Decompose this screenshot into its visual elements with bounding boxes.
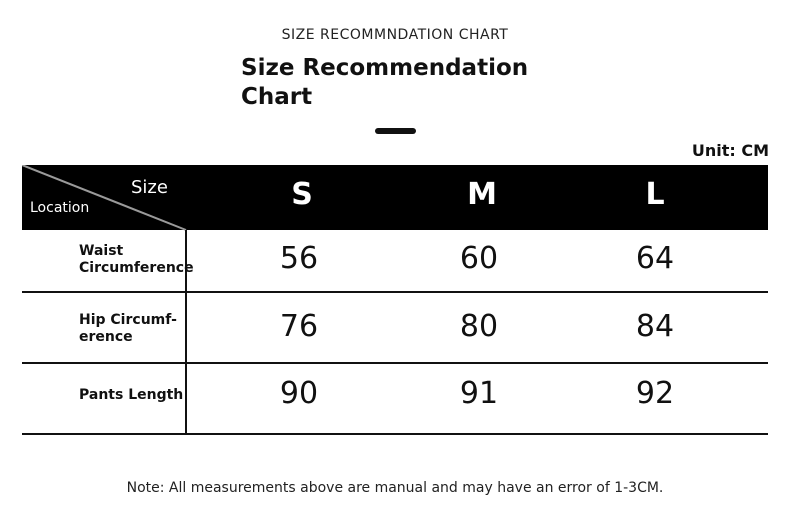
cell: 84 — [635, 309, 675, 344]
title-line: Chart — [241, 84, 313, 110]
row-label-line: Circumference — [79, 260, 194, 276]
column-header: L — [645, 177, 665, 212]
row-label-line: Pants Length — [79, 387, 184, 403]
title-line: Size Recommendation — [241, 55, 529, 81]
note: Note: All measurements above are manual … — [126, 480, 664, 496]
row-label-line: Hip Circumf- — [79, 312, 177, 328]
cell: 90 — [279, 376, 319, 411]
unit: Unit: CM — [691, 141, 769, 160]
corner-label: Size — [131, 177, 168, 198]
cell: 76 — [279, 309, 319, 344]
row-border — [22, 362, 768, 364]
row-label: Waist Circumference — [79, 243, 194, 277]
cell: 60 — [459, 241, 499, 276]
corner-diagonal — [22, 165, 187, 231]
corner-label: Location — [30, 200, 90, 216]
cell: 64 — [635, 241, 675, 276]
row-label-line: Waist — [79, 243, 124, 259]
cell: 80 — [459, 309, 499, 344]
column-header: M — [467, 177, 497, 212]
column-header: S — [291, 177, 313, 212]
row-label-line: erence — [79, 329, 133, 345]
row-label: Pants Length — [79, 387, 183, 404]
divider — [375, 128, 416, 134]
cell: 56 — [279, 241, 319, 276]
row-border — [22, 291, 768, 293]
row-border — [22, 433, 768, 435]
title: Size Recommendation Chart — [241, 54, 528, 112]
row-label: Hip Circumf- erence — [79, 312, 177, 346]
cell: 92 — [635, 376, 675, 411]
column-border — [185, 230, 187, 434]
table-header — [22, 165, 768, 230]
cell: 91 — [459, 376, 499, 411]
caption: SIZE RECOMMNDATION CHART — [281, 27, 509, 43]
